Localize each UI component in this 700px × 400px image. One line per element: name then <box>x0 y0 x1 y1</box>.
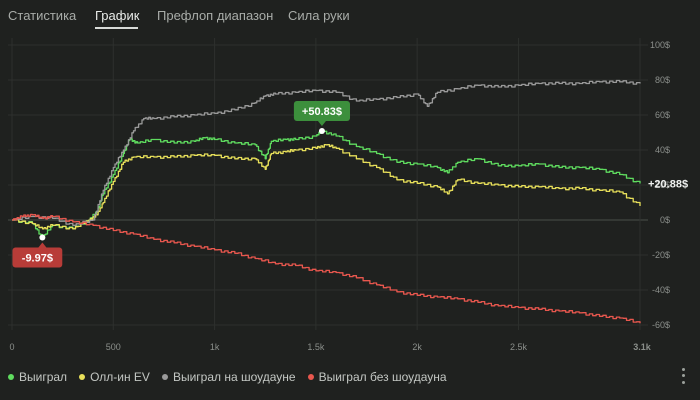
y-axis-labels: 100$ 80$ 60$ 40$ 20$ 0$ -20$ -40$ -60$ <box>650 40 670 330</box>
tab-graph[interactable]: График <box>95 8 140 23</box>
legend-item-allin-ev[interactable]: Олл-ин EV <box>79 370 150 384</box>
tab-preflop-range[interactable]: Префлоп диапазон <box>157 8 274 23</box>
y-tick-label: -60$ <box>652 320 670 330</box>
legend-label: Выиграл без шоудауна <box>318 370 447 384</box>
annotation-pointer <box>38 242 47 248</box>
series-line <box>12 213 641 324</box>
x-axis-labels: 0 500 1k 1.5k 2k 2.5k 3.1k <box>9 342 651 352</box>
legend-dot <box>161 374 168 380</box>
chart-lines <box>12 79 641 324</box>
y-tick-label: -20$ <box>652 250 670 260</box>
active-tab-indicator <box>95 27 138 29</box>
more-vertical-icon[interactable] <box>678 366 688 386</box>
end-value-label: +20.88$ <box>648 178 688 190</box>
annotation-badge <box>12 247 63 268</box>
tab-hand-strength[interactable]: Сила руки <box>288 8 350 23</box>
annotation-label: -9.97$ <box>22 252 53 264</box>
y-tick-label: 20$ <box>655 180 670 190</box>
chart-grid <box>8 38 648 330</box>
chart-legend: Выиграл Олл-ин EV Выиграл на шоудауне Вы… <box>8 369 459 385</box>
x-tick-label: 1.5k <box>307 342 325 352</box>
legend-item-won[interactable]: Выиграл <box>8 370 67 384</box>
results-chart: 0 500 1k 1.5k 2k 2.5k 3.1k 100$ 80$ 60$ 40$ 20$ 0$ -… <box>8 38 688 352</box>
y-tick-label: 60$ <box>655 110 670 120</box>
annotation-point <box>39 234 46 241</box>
tab-statistics[interactable]: Статистика <box>8 8 77 23</box>
x-tick-label: 2.5k <box>510 342 528 352</box>
legend-label: Выиграл на шоудауне <box>172 370 296 384</box>
series-line <box>12 144 641 230</box>
x-tick-label: 0 <box>9 342 14 352</box>
x-tick-label: 2k <box>412 342 422 352</box>
legend-dot <box>307 374 314 380</box>
series-line <box>12 79 641 226</box>
tab-bar: Статистика График Префлоп диапазон Сила … <box>0 0 700 30</box>
legend-item-won-no-showdown[interactable]: Выиграл без шоудауна <box>307 370 447 384</box>
chart-annotations: +50.83$ -9.97$ +20.88$ <box>12 101 688 268</box>
x-tick-label: 3.1k <box>633 342 652 352</box>
legend-dot <box>79 374 86 380</box>
x-tick-label: 1k <box>210 342 220 352</box>
y-tick-label: 0$ <box>660 215 670 225</box>
annotation-badge <box>293 101 350 122</box>
y-tick-label: 80$ <box>655 75 670 85</box>
annotation-label: +50.83$ <box>302 106 342 118</box>
legend-label: Олл-ин EV <box>90 370 150 384</box>
y-tick-label: 100$ <box>650 40 670 50</box>
legend-label: Выиграл <box>19 370 68 384</box>
x-tick-label: 500 <box>106 342 121 352</box>
y-tick-label: -40$ <box>652 285 670 295</box>
annotation-pointer <box>317 121 326 127</box>
y-tick-label: 40$ <box>655 145 670 155</box>
legend-item-won-showdown[interactable]: Выиграл на шоудауне <box>161 370 296 384</box>
legend-dot <box>8 374 14 380</box>
annotation-point <box>318 128 325 135</box>
